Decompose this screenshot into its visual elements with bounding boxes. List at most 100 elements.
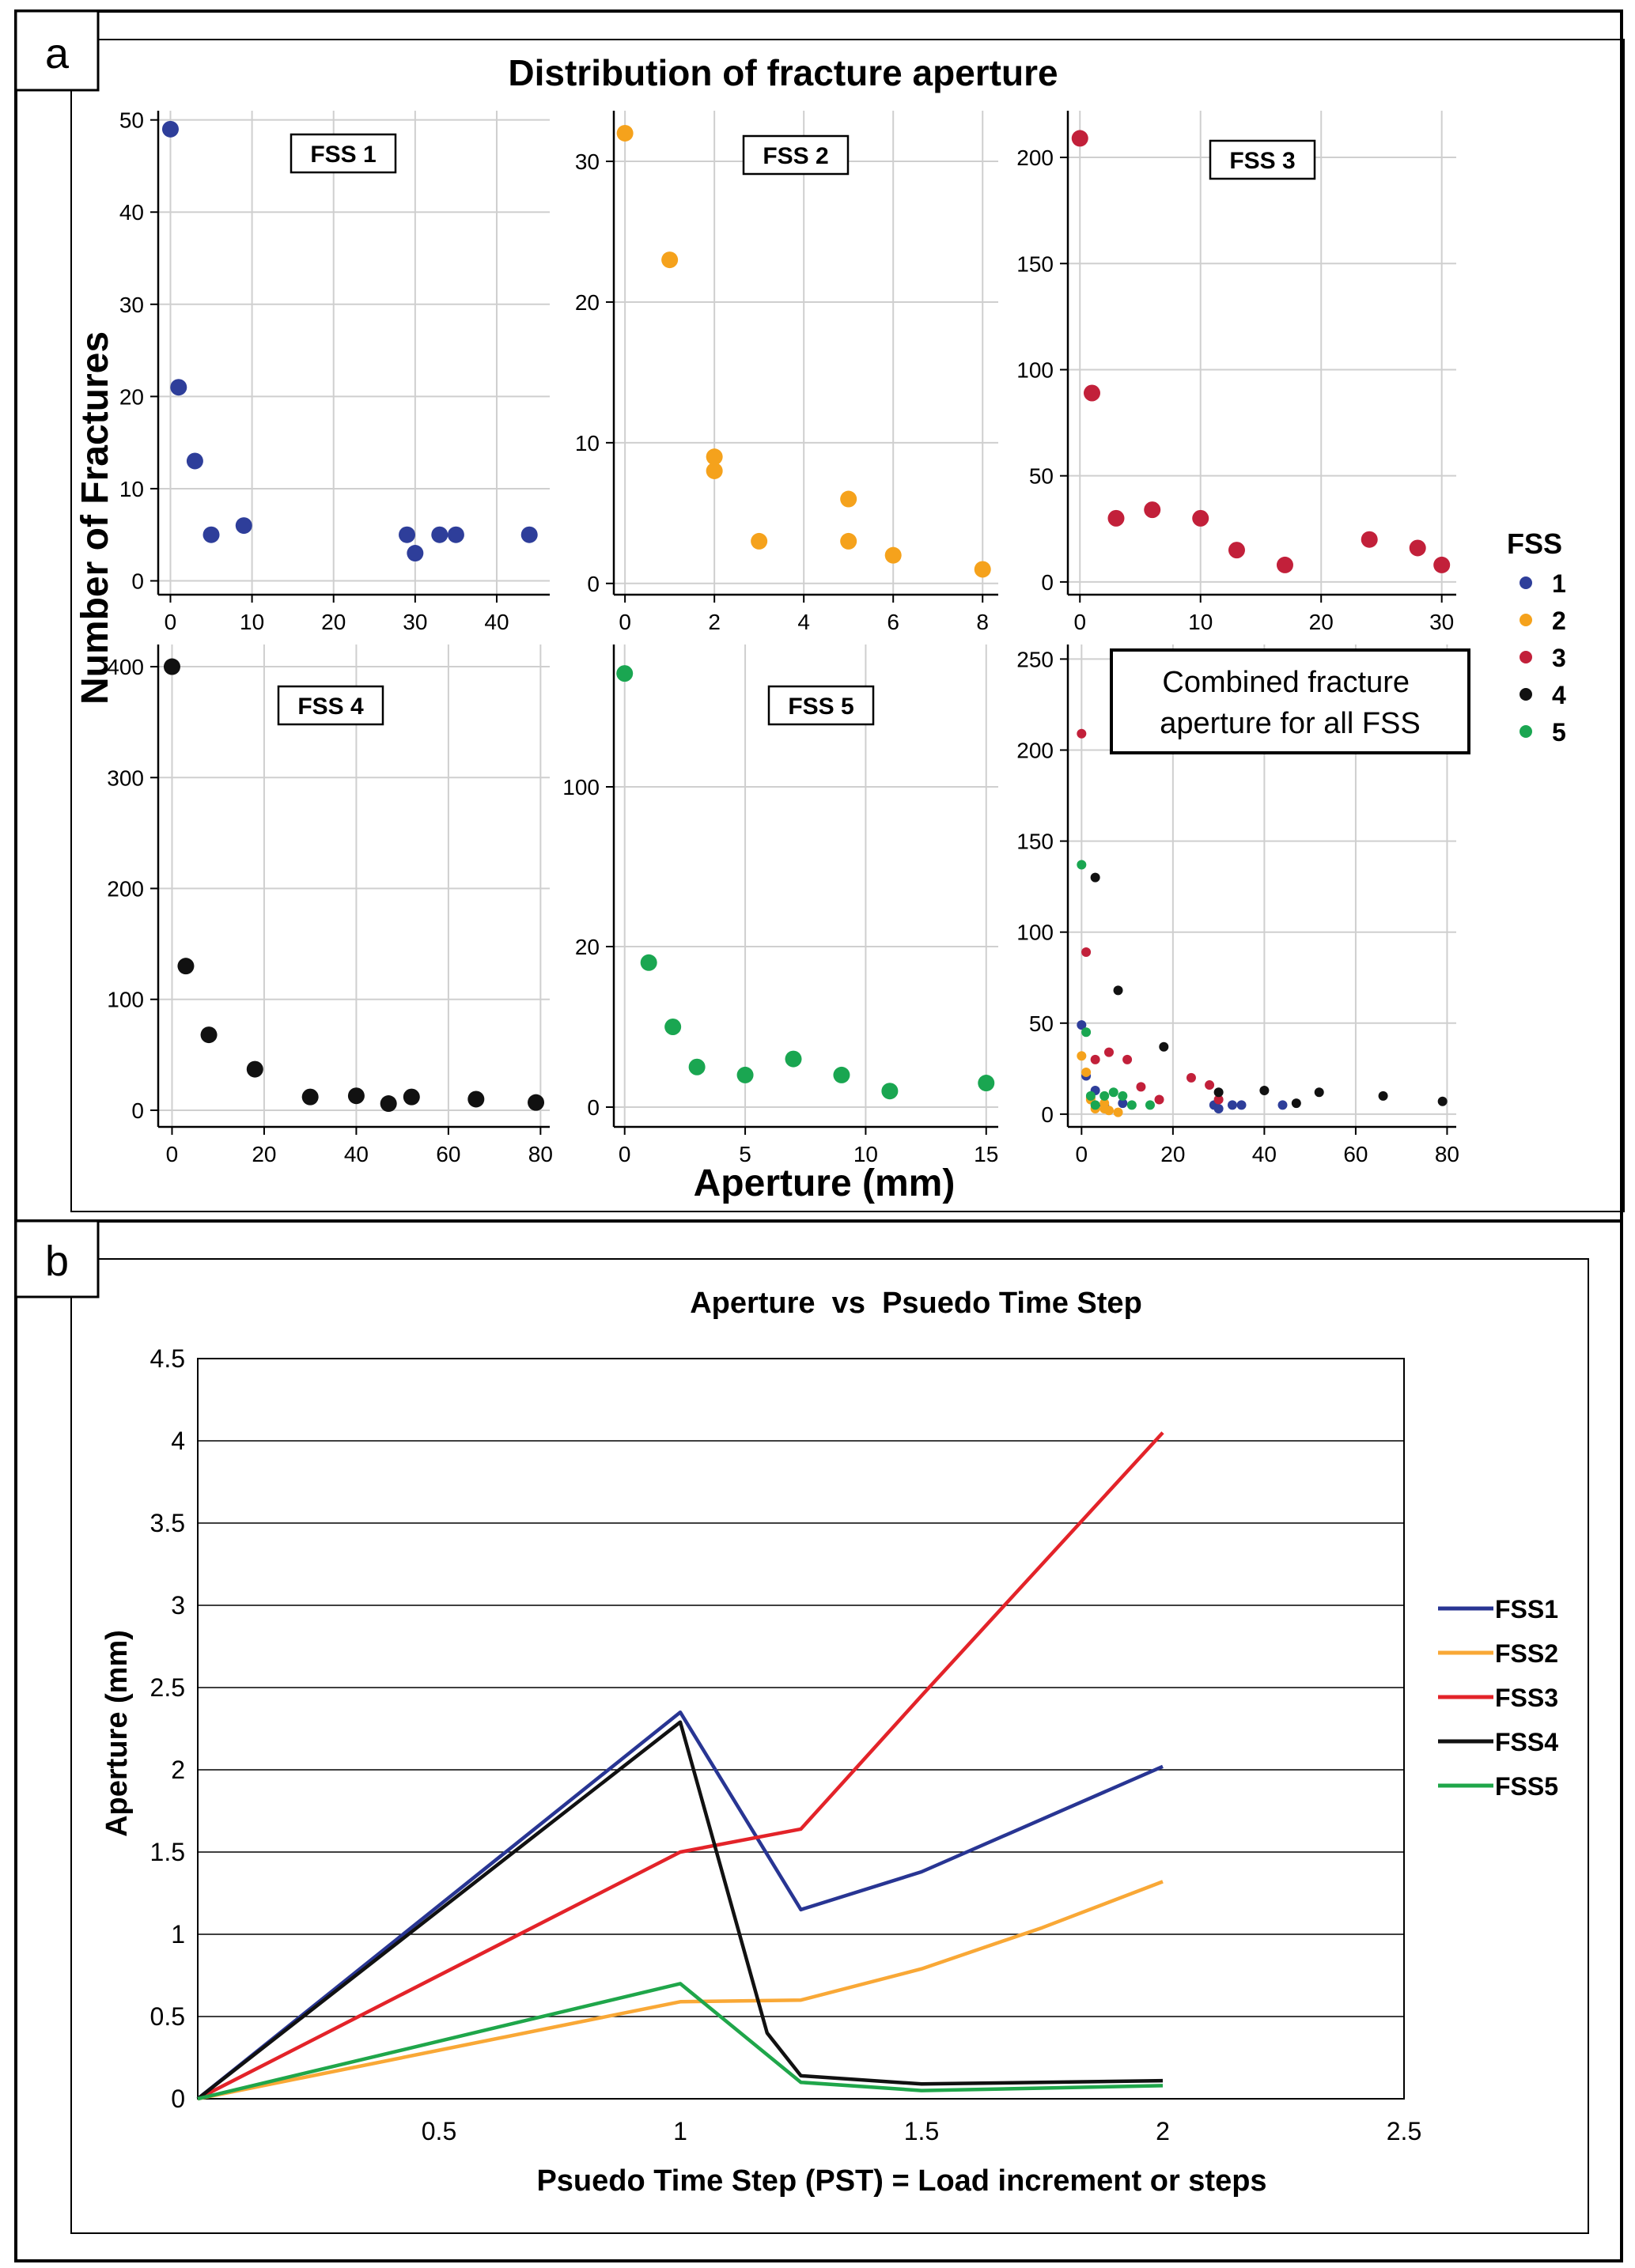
data-point bbox=[706, 462, 723, 479]
y-tick-label: 3 bbox=[171, 1591, 185, 1620]
data-point bbox=[1071, 130, 1088, 147]
data-point bbox=[399, 526, 416, 543]
data-point bbox=[177, 958, 195, 975]
panel-a-letter: a bbox=[45, 30, 70, 77]
data-point bbox=[407, 545, 424, 562]
y-tick-label: 10 bbox=[575, 431, 600, 455]
data-point-fss4 bbox=[1259, 1085, 1270, 1095]
panel-a-letter-box bbox=[14, 9, 100, 92]
data-point-fss4 bbox=[1213, 1087, 1224, 1098]
data-point bbox=[1107, 509, 1125, 527]
y-tick-label: 100 bbox=[1016, 920, 1054, 945]
x-tick-label: 15 bbox=[974, 1142, 998, 1166]
data-point bbox=[881, 1083, 899, 1100]
data-point-fss1 bbox=[1227, 1100, 1237, 1110]
data-point bbox=[840, 532, 857, 550]
x-tick-label: 80 bbox=[1435, 1142, 1459, 1166]
subplot-fss5: 0 5 10 15 0 20 100 bbox=[562, 644, 998, 1166]
data-point bbox=[751, 532, 768, 550]
y-tick-label: 200 bbox=[1016, 739, 1054, 763]
y-tick-label: 2.5 bbox=[150, 1673, 185, 1702]
legend-marker-fss2 bbox=[1520, 614, 1532, 626]
data-point-fss3 bbox=[1077, 728, 1087, 739]
x-tick-label: 80 bbox=[528, 1142, 553, 1166]
panel-a-xlabel: Aperture (mm) bbox=[694, 1162, 956, 1204]
data-point bbox=[1228, 542, 1245, 559]
series-line-fss1 bbox=[196, 1710, 1164, 2100]
data-point bbox=[1144, 501, 1161, 519]
data-point-fss5 bbox=[1118, 1091, 1128, 1101]
data-point bbox=[301, 1088, 319, 1106]
subplot-fss3: 0 10 20 30 0 50 100 150 200 bbox=[1016, 111, 1456, 634]
data-point-fss2 bbox=[1081, 1067, 1092, 1077]
legend-label-fss3: FSS3 bbox=[1495, 1684, 1558, 1712]
legend-marker-fss1 bbox=[1520, 576, 1532, 589]
x-tick-label: 20 bbox=[321, 610, 346, 634]
panel-a-inner-frame bbox=[70, 39, 1625, 1212]
y-tick-label: 3.5 bbox=[150, 1509, 185, 1537]
data-point-fss3 bbox=[1090, 1054, 1100, 1064]
plot-area-border bbox=[197, 1358, 1405, 2100]
data-point bbox=[1083, 384, 1100, 402]
y-tick-label: 40 bbox=[119, 200, 144, 225]
panel-b-inner-frame bbox=[70, 1258, 1589, 2234]
data-point bbox=[616, 665, 634, 682]
data-point bbox=[785, 1050, 802, 1068]
y-tick-label: 0 bbox=[587, 572, 600, 596]
y-tick-label: 30 bbox=[575, 149, 600, 174]
panel-b-frame bbox=[14, 1219, 1623, 2262]
data-point-fss4 bbox=[1378, 1091, 1388, 1101]
data-point-fss5 bbox=[1145, 1100, 1155, 1110]
legend-label-fss1: 1 bbox=[1552, 569, 1566, 598]
fss4-title-box bbox=[277, 685, 384, 726]
x-tick-label: 10 bbox=[853, 1142, 878, 1166]
data-point-fss4 bbox=[1291, 1098, 1301, 1109]
data-point bbox=[706, 448, 723, 466]
legend-label-fss5: 5 bbox=[1552, 718, 1566, 747]
data-point-fss3 bbox=[1186, 1072, 1196, 1083]
y-tick-label: 4 bbox=[171, 1427, 185, 1455]
x-tick-label: 10 bbox=[240, 610, 264, 634]
data-point bbox=[616, 124, 634, 142]
data-point bbox=[1409, 539, 1426, 557]
x-tick-label: 1.5 bbox=[904, 2117, 939, 2145]
fss3-title: FSS 3 bbox=[1229, 148, 1295, 174]
fss2-title: FSS 2 bbox=[763, 143, 828, 169]
data-point-fss5 bbox=[1081, 1027, 1092, 1038]
x-tick-label: 60 bbox=[1343, 1142, 1368, 1166]
panel-b-letter-box bbox=[14, 1219, 100, 1298]
x-tick-label: 8 bbox=[976, 610, 989, 634]
data-point bbox=[664, 1019, 682, 1035]
data-point bbox=[186, 452, 203, 470]
subplot-combined: 0 20 40 60 80 0 50 100 150 200 250 bbox=[1016, 644, 1459, 1166]
fss5-title-box bbox=[767, 685, 875, 726]
data-point bbox=[431, 526, 448, 543]
data-point bbox=[447, 526, 464, 543]
data-point-fss5 bbox=[1108, 1087, 1118, 1098]
y-tick-label: 100 bbox=[107, 988, 144, 1012]
data-point bbox=[1192, 509, 1209, 527]
legend-label-fss3: 3 bbox=[1552, 644, 1566, 672]
data-point-fss4 bbox=[1314, 1087, 1324, 1098]
data-point-fss4 bbox=[1090, 872, 1100, 883]
panel-b-legend: FSS1 FSS2 FSS3 FSS4 FSS5 bbox=[1438, 1595, 1558, 1801]
data-point bbox=[1361, 531, 1378, 548]
combined-title-line1: Combined fracture bbox=[1162, 666, 1410, 699]
legend-marker-fss3 bbox=[1520, 651, 1532, 663]
data-point bbox=[161, 120, 179, 138]
data-point bbox=[170, 379, 187, 396]
data-point-fss4 bbox=[1159, 1041, 1169, 1052]
data-point bbox=[884, 546, 902, 564]
x-tick-label: 30 bbox=[403, 610, 427, 634]
data-point-fss4 bbox=[1113, 985, 1123, 996]
series-line-fss2 bbox=[197, 1880, 1164, 2101]
data-point-fss5 bbox=[1077, 860, 1087, 870]
x-tick-label: 0 bbox=[1073, 610, 1086, 634]
line-chart: 0 0.5 1 1.5 2 2.5 3 3.5 4 4.5 0.5 1 1.5 2 2.5 bbox=[150, 1344, 1422, 2145]
y-tick-label: 0 bbox=[1041, 570, 1054, 595]
x-tick-label: 6 bbox=[887, 610, 899, 634]
fss1-title-box bbox=[290, 133, 397, 174]
x-tick-label: 0 bbox=[165, 610, 177, 634]
panel-b-xlabel: Psuedo Time Step (PST) = Load increment … bbox=[536, 2164, 1266, 2198]
data-point bbox=[1276, 556, 1293, 573]
